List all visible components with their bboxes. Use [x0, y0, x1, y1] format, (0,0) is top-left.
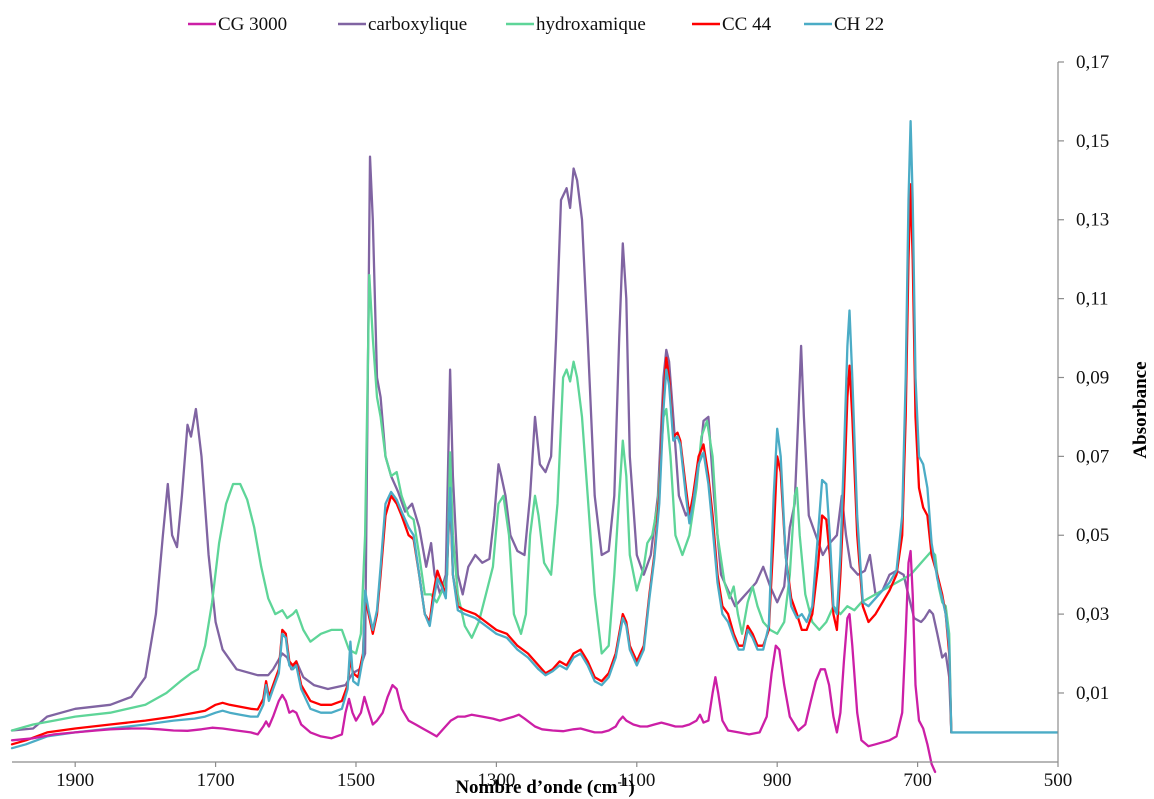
legend-item-cg-3000: CG 3000	[188, 14, 287, 35]
series-line-ch-22	[10, 120, 953, 750]
x-tick-label: 500	[1044, 770, 1073, 791]
y-tick-label: 0,07	[1076, 446, 1109, 467]
y-axis-ticks: 0,01 0,03 0,05 0,07 0,09 0,11 0,13 0,15 0,17	[1058, 52, 1109, 704]
legend-item-carboxylique: carboxylique	[338, 14, 467, 35]
legend-item-cc-44: CC 44	[692, 14, 772, 35]
x-axis-title-end: )	[628, 777, 634, 798]
y-tick-label: 0,09	[1076, 367, 1109, 388]
x-axis-title-superscript: -1	[618, 774, 629, 789]
series-line-carboxylique	[10, 155, 953, 734]
y-tick-label: 0,17	[1076, 52, 1109, 73]
x-tick-label: 1100	[618, 770, 655, 791]
series-line-hydroxamique	[10, 273, 953, 734]
legend-label: hydroxamique	[536, 14, 646, 35]
legend: CG 3000 carboxylique hydroxamique CC 44 CH 2…	[188, 14, 884, 35]
legend-item-ch-22: CH 22	[804, 14, 884, 35]
x-tick-label: 1300	[477, 770, 515, 791]
legend-item-hydroxamique: hydroxamique	[506, 14, 646, 35]
x-tick-label: 1700	[197, 770, 235, 791]
y-tick-label: 0,15	[1076, 131, 1109, 152]
legend-label: carboxylique	[368, 14, 467, 35]
plot-area	[10, 120, 1058, 774]
x-tick-label: 700	[903, 770, 932, 791]
x-axis-title-main: Nombre d’onde (cm	[455, 777, 617, 798]
x-axis-ticks: 1900 1700 1500 1300 1100 900 700 500	[56, 762, 1072, 791]
y-tick-label: 0,01	[1076, 683, 1109, 704]
y-axis-title: Absorbance	[1130, 361, 1151, 458]
legend-label: CG 3000	[218, 14, 287, 35]
y-tick-label: 0,11	[1076, 289, 1109, 310]
x-axis-title: Nombre d’onde (cm-1)	[455, 774, 634, 798]
y-tick-label: 0,13	[1076, 210, 1109, 231]
x-tick-label: 1900	[56, 770, 94, 791]
series-line-cg-3000	[10, 549, 937, 774]
legend-label: CH 22	[834, 14, 884, 35]
y-tick-label: 0,05	[1076, 525, 1109, 546]
x-tick-label: 900	[763, 770, 792, 791]
legend-label: CC 44	[722, 14, 772, 35]
series-line-cc-44	[10, 183, 953, 746]
x-tick-label: 1500	[337, 770, 375, 791]
y-tick-label: 0,03	[1076, 604, 1109, 625]
